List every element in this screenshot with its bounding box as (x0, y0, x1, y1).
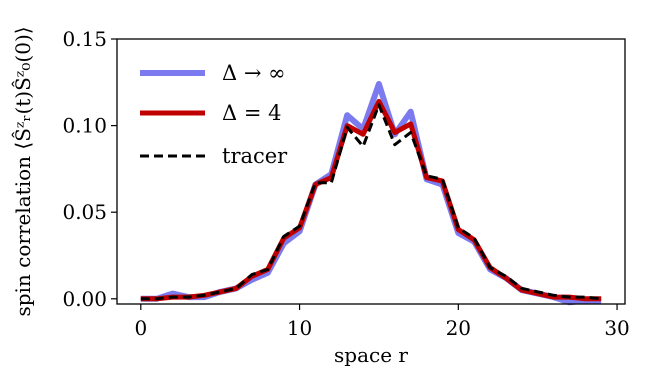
axes-group: 0 10 20 30 0.00 0.05 0.10 0.15 (62, 27, 629, 340)
legend-label-3: tracer (222, 144, 288, 168)
y-tick-label: 0.05 (62, 200, 107, 224)
x-tick-label: 20 (446, 316, 471, 340)
x-tick-label: 0 (134, 316, 147, 340)
y-tick-label: 0.10 (62, 114, 107, 138)
legend-label-2: Δ = 4 (222, 101, 281, 125)
plot-series-group (140, 81, 602, 306)
y-tick-label: 0.00 (62, 287, 107, 311)
y-tick-label: 0.15 (62, 27, 107, 51)
x-axis-label: space r (334, 343, 408, 367)
series-line-2 (140, 98, 602, 302)
y-axis-label: spin correlation ⟨Ŝᶻᵣ(t)Ŝᶻ₀(0)⟩ (10, 26, 35, 316)
legend-label-1: Δ → ∞ (222, 61, 286, 85)
x-tick-label: 30 (604, 316, 629, 340)
legend: Δ → ∞ Δ = 4 tracer (140, 61, 288, 168)
series-line-3 (140, 103, 602, 301)
plot-frame (116, 38, 626, 305)
x-tick-label: 10 (287, 316, 312, 340)
